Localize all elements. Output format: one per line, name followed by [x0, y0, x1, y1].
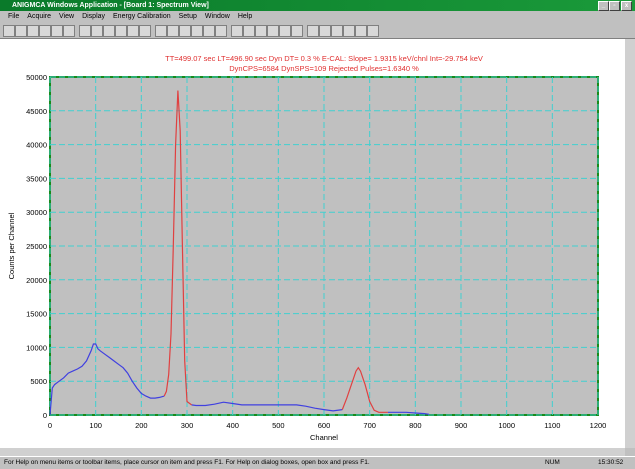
status-text: For Help on menu items or toolbar items,…	[4, 459, 370, 466]
x-tick-label: 700	[363, 421, 376, 430]
toolbar-button[interactable]	[51, 25, 63, 37]
toolbar-button[interactable]	[115, 25, 127, 37]
toolbar-button[interactable]	[27, 25, 39, 37]
toolbar-button[interactable]	[243, 25, 255, 37]
menu-item[interactable]: Acquire	[27, 13, 52, 20]
toolbar	[0, 23, 635, 39]
toolbar-button[interactable]	[179, 25, 191, 37]
x-tick-label: 300	[181, 421, 194, 430]
num-indicator: NUM	[545, 459, 560, 466]
x-tick-label: 200	[135, 421, 148, 430]
toolbar-button[interactable]	[191, 25, 203, 37]
toolbar-button[interactable]	[319, 25, 331, 37]
header-line: DynCPS=6584 DynSPS=109 Rejected Pulses=1…	[229, 64, 419, 73]
toolbar-button[interactable]	[15, 25, 27, 37]
y-tick-label: 30000	[26, 208, 47, 217]
y-tick-label: 15000	[26, 310, 47, 319]
x-tick-label: 1100	[544, 421, 560, 430]
clock: 15:30:52	[598, 459, 624, 466]
x-tick-label: 800	[409, 421, 422, 430]
spectrum-line	[49, 343, 430, 416]
window-title: ANIGMCA Windows Application - [Board 1: …	[12, 2, 209, 9]
toolbar-button[interactable]	[127, 25, 139, 37]
y-axis-label: Counts per Channel	[7, 212, 16, 279]
toolbar-button[interactable]	[79, 25, 91, 37]
menu-item[interactable]: File	[8, 13, 20, 20]
spectrum-line	[163, 90, 388, 413]
menu-item[interactable]: Energy Calibration	[113, 13, 171, 20]
toolbar-button[interactable]	[331, 25, 343, 37]
minimize-button[interactable]: _	[598, 1, 609, 11]
menu-item[interactable]: Window	[204, 13, 230, 20]
toolbar-button[interactable]	[279, 25, 291, 37]
menu-item[interactable]: Display	[82, 13, 106, 20]
toolbar-button[interactable]	[167, 25, 179, 37]
status-bar: For Help on menu items or toolbar items,…	[0, 456, 635, 469]
y-tick-label: 25000	[26, 242, 47, 251]
chart: TT=499.07 sec LT=496.90 sec Dyn DT= 0.3 …	[0, 39, 625, 448]
menu-item[interactable]: Setup	[178, 13, 197, 20]
toolbar-button[interactable]	[91, 25, 103, 37]
toolbar-button[interactable]	[63, 25, 75, 37]
toolbar-button[interactable]	[139, 25, 151, 37]
x-tick-label: 500	[272, 421, 285, 430]
toolbar-button[interactable]	[267, 25, 279, 37]
toolbar-button[interactable]	[291, 25, 303, 37]
horizontal-scrollbar[interactable]	[0, 448, 625, 456]
menu-bar: File Acquire View Display Energy Calibration…	[0, 11, 635, 23]
close-button[interactable]: x	[621, 1, 632, 11]
toolbar-button[interactable]	[215, 25, 227, 37]
toolbar-button[interactable]	[3, 25, 15, 37]
y-tick-label: 45000	[26, 107, 47, 116]
vertical-scrollbar[interactable]	[625, 39, 635, 448]
toolbar-button[interactable]	[155, 25, 167, 37]
x-tick-label: 1000	[498, 421, 515, 430]
toolbar-button[interactable]	[231, 25, 243, 37]
x-tick-label: 100	[89, 421, 102, 430]
menu-item[interactable]: Help	[237, 13, 253, 20]
toolbar-button[interactable]	[103, 25, 115, 37]
x-tick-label: 600	[318, 421, 331, 430]
y-tick-label: 5000	[30, 377, 47, 386]
x-tick-label: 900	[455, 421, 468, 430]
title-bar: ANIGMCA Windows Application - [Board 1: …	[0, 0, 635, 11]
y-tick-label: 0	[43, 411, 47, 420]
y-tick-label: 40000	[26, 141, 47, 150]
x-tick-label: 1200	[590, 421, 607, 430]
x-tick-label: 0	[48, 421, 52, 430]
y-tick-label: 35000	[26, 174, 47, 183]
toolbar-button[interactable]	[203, 25, 215, 37]
toolbar-button[interactable]	[307, 25, 319, 37]
y-tick-label: 10000	[26, 343, 47, 352]
menu-item[interactable]: View	[59, 13, 75, 20]
toolbar-button[interactable]	[255, 25, 267, 37]
header-line: TT=499.07 sec LT=496.90 sec Dyn DT= 0.3 …	[165, 54, 483, 63]
toolbar-button[interactable]	[343, 25, 355, 37]
toolbar-button[interactable]	[39, 25, 51, 37]
maximize-button[interactable]: ▫	[609, 1, 620, 11]
x-tick-label: 400	[226, 421, 239, 430]
toolbar-button[interactable]	[355, 25, 367, 37]
x-axis-label: Channel	[310, 433, 338, 442]
y-tick-label: 50000	[26, 73, 47, 82]
toolbar-button[interactable]	[367, 25, 379, 37]
y-tick-label: 20000	[26, 276, 47, 285]
